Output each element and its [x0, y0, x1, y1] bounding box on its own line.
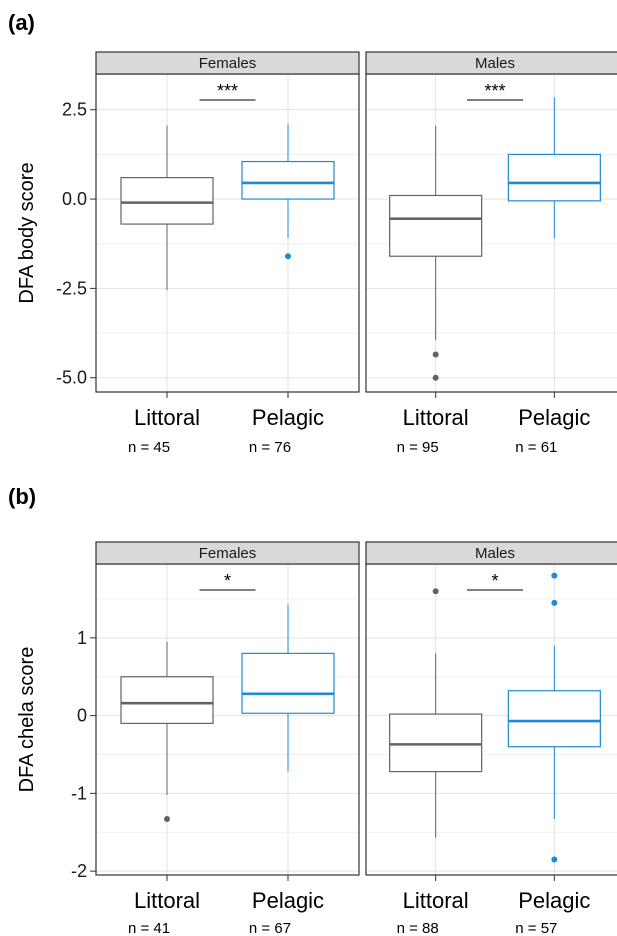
box-iqr [241, 160, 335, 200]
panel-label: (b) [8, 484, 36, 509]
sample-size-label: n = 41 [128, 920, 170, 936]
facet-strip-label: Females [199, 55, 257, 72]
sample-size-label: n = 67 [249, 920, 291, 936]
x-category-label: Littoral [403, 888, 469, 913]
x-category-label: Pelagic [518, 888, 590, 913]
y-axis-title: DFA body score [16, 162, 38, 303]
significance-label: * [491, 571, 498, 591]
outlier-point [432, 588, 439, 595]
x-category-label: Littoral [134, 405, 200, 430]
y-axis-title: DFA chela score [16, 647, 38, 793]
box-iqr [507, 690, 601, 748]
facet-strip-label: Males [475, 545, 515, 562]
x-category-label: Pelagic [252, 888, 324, 913]
x-category-label: Littoral [403, 405, 469, 430]
outlier-point [284, 253, 291, 260]
box-iqr [389, 194, 483, 257]
significance-label: *** [217, 81, 238, 101]
significance-label: * [224, 571, 231, 591]
y-tick-label: -2.5 [56, 278, 87, 298]
y-tick-label: 1 [77, 628, 87, 648]
box-iqr [507, 153, 601, 202]
box-iqr [389, 713, 483, 773]
outlier-point [432, 374, 439, 381]
facet-strip [95, 541, 360, 565]
y-tick-label: -5.0 [56, 368, 87, 388]
box-iqr [120, 177, 214, 225]
panel-label: (a) [8, 10, 35, 35]
outlier-point [551, 572, 558, 579]
sample-size-label: n = 61 [515, 439, 557, 456]
outlier-point [551, 856, 558, 863]
facet-panel-background [96, 74, 359, 392]
sample-size-label: n = 88 [397, 920, 439, 936]
facet-strip [365, 541, 617, 565]
outlier-point [551, 599, 558, 606]
facet-strip-label: Males [475, 55, 515, 72]
y-tick-label: -2 [71, 861, 87, 881]
facet-strip-label: Females [199, 545, 257, 562]
sample-size-label: n = 76 [249, 439, 291, 456]
box-iqr [120, 676, 214, 724]
sample-size-label: n = 57 [515, 920, 557, 936]
outlier-point [432, 351, 439, 358]
x-category-label: Pelagic [252, 405, 324, 430]
box-iqr [241, 652, 335, 714]
facet-strip [365, 51, 617, 75]
y-tick-label: 0 [77, 706, 87, 726]
facet-strip [95, 51, 360, 75]
y-tick-label: -1 [71, 783, 87, 803]
y-tick-label: 2.5 [62, 100, 87, 120]
x-category-label: Littoral [134, 888, 200, 913]
significance-label: *** [484, 81, 505, 101]
y-tick-label: 0.0 [62, 189, 87, 209]
x-category-label: Pelagic [518, 405, 590, 430]
outlier-point [164, 816, 171, 823]
sample-size-label: n = 45 [128, 439, 170, 456]
sample-size-label: n = 95 [397, 439, 439, 456]
